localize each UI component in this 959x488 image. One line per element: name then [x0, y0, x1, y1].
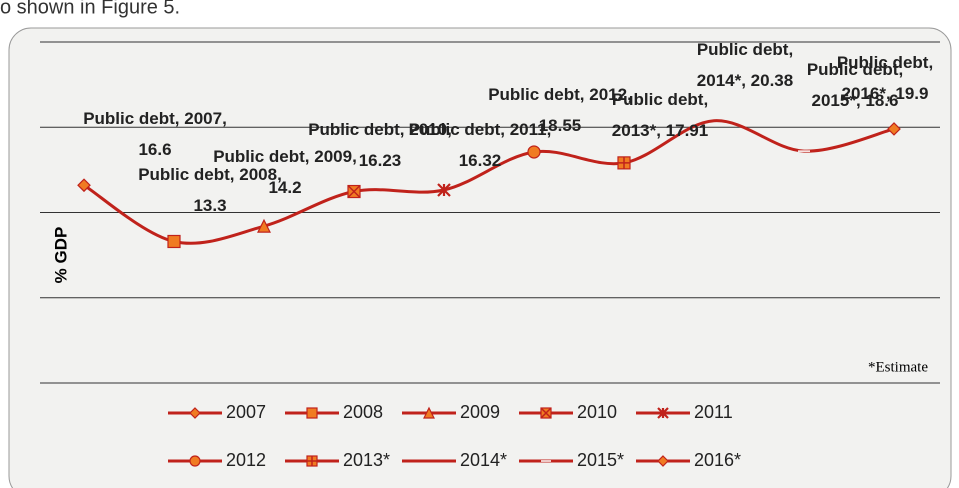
data-label: Public debt, 2011, 16.32 [408, 120, 552, 170]
caption: o shown in Figure 5. [0, 0, 180, 18]
line [83, 119, 895, 245]
legend-label: 2015* [577, 450, 624, 470]
marker [423, 406, 435, 419]
legend-label: 2013* [343, 450, 390, 470]
annotation: *Estimate [868, 359, 928, 375]
data-label: Public debt, 2013*, 17.91 [611, 90, 709, 140]
data-label: Public debt, 2012, 18.55 [488, 85, 632, 135]
data-label: Public debt, 2009, 14.2 [213, 147, 357, 197]
legend-label: 2011 [694, 402, 733, 422]
marker-cross [347, 184, 361, 199]
marker [167, 234, 181, 249]
marker [189, 455, 201, 467]
y-axis-label: % GDP [51, 227, 70, 284]
legend-label: 2014* [460, 450, 507, 470]
legend-label: 2008 [343, 402, 383, 422]
marker [306, 407, 318, 419]
marker [77, 178, 91, 193]
legend-label: 2010 [577, 402, 617, 422]
marker-cross [540, 407, 552, 419]
frame [8, 27, 952, 488]
data-label: Public debt, 2010, 16.23 [308, 120, 452, 170]
legend-label: 2016* [694, 450, 741, 470]
marker-cross [618, 156, 630, 169]
data-label: Public debt, 2007, 16.6 [83, 109, 227, 159]
marker [527, 145, 541, 159]
data-label: Public debt, 2008, 13.3 [138, 165, 282, 215]
marker [657, 407, 669, 419]
legend-label: 2009 [460, 402, 500, 422]
marker [257, 218, 271, 233]
data-label: Public debt, 2015*, 18.6 [806, 60, 904, 110]
marker-cross [307, 456, 317, 466]
data-label: Public debt, 2014*, 20.38 [696, 40, 794, 90]
marker [657, 455, 669, 467]
marker [189, 407, 201, 419]
legend-label: 2007 [226, 402, 266, 422]
marker [437, 183, 451, 197]
data-label: Public debt, 2016*, 19.9 [836, 53, 934, 103]
marker [887, 122, 901, 136]
legend-label: 2012 [226, 450, 266, 470]
